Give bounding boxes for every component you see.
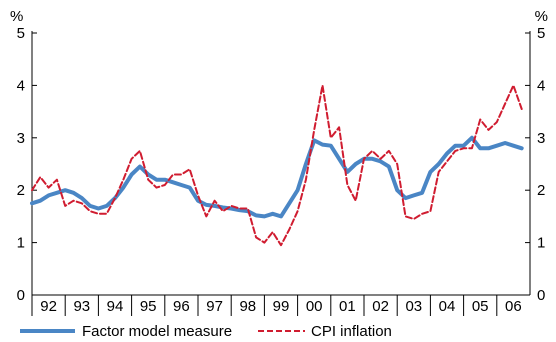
x-tick-label-03: 03 [405, 298, 422, 315]
x-tick-label-96: 96 [173, 298, 190, 315]
series-line-factor-model [30, 135, 524, 219]
x-tick-label-98: 98 [239, 298, 256, 315]
x-tick-label-06: 06 [505, 298, 522, 315]
x-tick-label-97: 97 [206, 298, 223, 315]
x-tick-label-05: 05 [472, 298, 489, 315]
y-tick-label-left-3: 3 [17, 130, 25, 147]
x-tick-label-95: 95 [140, 298, 157, 315]
x-tick-label-94: 94 [107, 298, 124, 315]
y-tick-label-right-0: 0 [537, 287, 545, 304]
x-tick-label-01: 01 [339, 298, 356, 315]
y-tick-label-left-0: 0 [17, 287, 25, 304]
legend: Factor model measure CPI inflation [20, 323, 392, 340]
legend-label-factor-model: Factor model measure [82, 323, 232, 340]
axes: 0 01 12 23 34 45 592 93 94 95 96 97 98 99 00 01 02 03 04 05… [17, 25, 545, 316]
x-tick-label-02: 02 [372, 298, 389, 315]
series-line-cpi-inflation [31, 84, 523, 247]
x-tick-label-00: 00 [306, 298, 323, 315]
y-tick-label-left-2: 2 [17, 182, 25, 199]
y-tick-label-right-4: 4 [537, 77, 545, 94]
y-tick-label-right-1: 1 [537, 235, 545, 252]
y-tick-label-right-3: 3 [537, 130, 545, 147]
legend-label-cpi-inflation: CPI inflation [311, 323, 392, 340]
y-tick-label-left-1: 1 [17, 235, 25, 252]
y-tick-label-left-5: 5 [17, 25, 25, 42]
y-tick-label-right-2: 2 [537, 182, 545, 199]
x-tick-label-99: 99 [273, 298, 290, 315]
y-tick-label-right-5: 5 [537, 25, 545, 42]
series-layer [30, 84, 524, 247]
left-axis-unit: % [10, 8, 23, 25]
x-tick-label-04: 04 [439, 298, 456, 315]
x-tick-label-93: 93 [73, 298, 90, 315]
y-tick-label-left-4: 4 [17, 77, 25, 94]
right-axis-unit: % [535, 8, 548, 25]
x-tick-label-92: 92 [40, 298, 57, 315]
